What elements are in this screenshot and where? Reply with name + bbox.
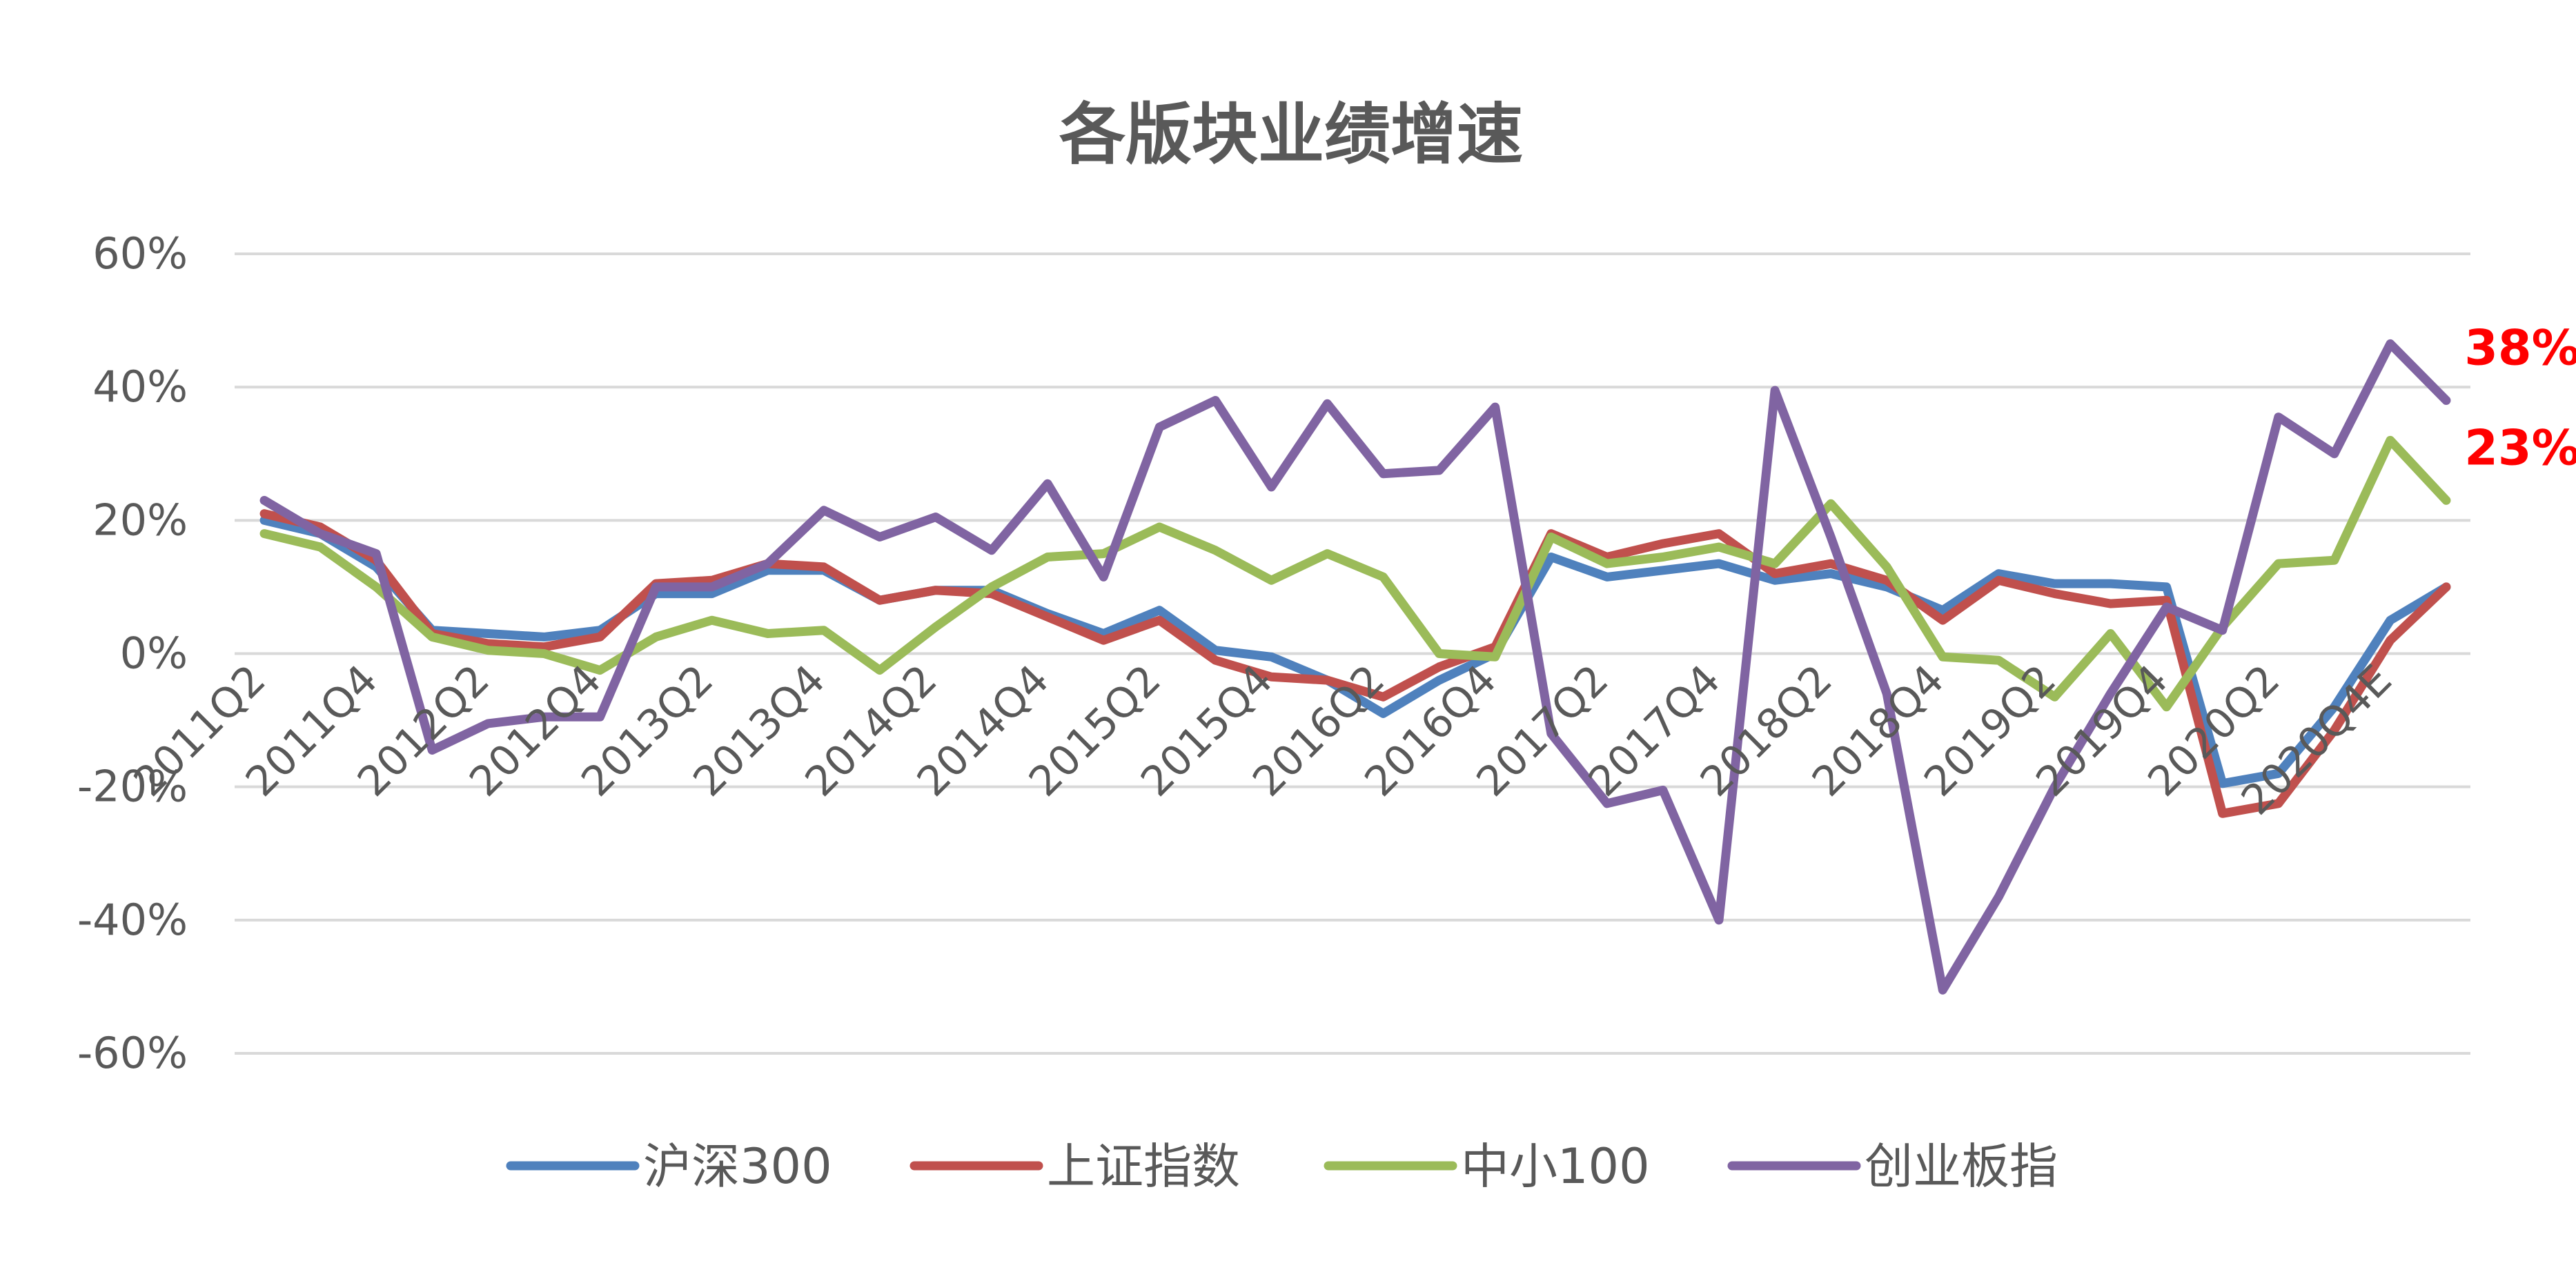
series-line-创业板指 [259, 339, 2451, 995]
y-tick-label: 0% [120, 628, 188, 679]
data-annotations: 38% 23% [2464, 319, 2576, 476]
legend-label: 沪深300 [643, 1138, 832, 1195]
chart-title: 各版块业绩增速 [1059, 96, 1523, 173]
data-label: 38% [2464, 319, 2576, 376]
legend-label: 上证指数 [1047, 1138, 1240, 1195]
gridlines [235, 252, 2470, 1055]
y-tick-label: 40% [92, 361, 188, 412]
y-tick-label: -60% [77, 1028, 188, 1078]
legend-label: 创业板指 [1865, 1138, 2058, 1195]
y-axis-tick-labels: 60% 40% 20% 0% -20% -40% -60% [77, 228, 188, 1078]
legend-label: 中小100 [1461, 1138, 1650, 1195]
data-label: 23% [2464, 419, 2576, 476]
y-tick-label: 20% [92, 495, 188, 545]
series-lines [259, 339, 2451, 995]
y-tick-label: -40% [77, 895, 188, 945]
y-tick-label: 60% [92, 228, 188, 279]
legend: 沪深300 上证指数 中小100 创业板指 [506, 1138, 2058, 1195]
y-tick-label: -20% [77, 762, 188, 812]
x-axis-tick-labels: 2011Q22011Q42012Q22012Q42013Q22013Q42014… [125, 656, 2401, 825]
series-line-上证指数 [259, 509, 2451, 818]
